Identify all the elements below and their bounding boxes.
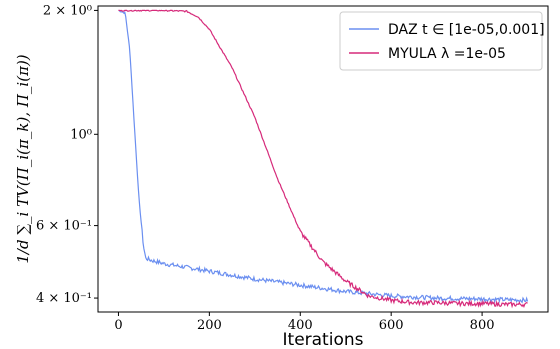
- x-tick-label: 200: [197, 318, 222, 333]
- series-layer: [118, 9, 529, 309]
- x-tick-label: 400: [288, 318, 313, 333]
- x-tick-label: 800: [470, 318, 495, 333]
- series-line-1: [118, 9, 528, 309]
- x-tick-label: 0: [114, 318, 122, 333]
- series-line-0: [118, 9, 529, 304]
- legend-box: [339, 11, 543, 71]
- y-tick-label: 10⁰: [70, 127, 92, 142]
- legend: DAZ t ∈ [1e-05,0.001] MYULA λ =1e-05: [339, 11, 545, 71]
- y-tick-label: 6 × 10⁻¹: [36, 219, 92, 234]
- y-tick-label: 2 × 10⁰: [43, 3, 92, 18]
- y-axis-label: 1/d ∑_i TV(Π_i(π_k), Π_i(π)): [14, 54, 32, 263]
- legend-label-0: DAZ t ∈ [1e-05,0.001]: [388, 22, 545, 38]
- plot-frame: [97, 5, 549, 313]
- x-axis-label: Iterations: [283, 330, 364, 349]
- legend-label-1: MYULA λ =1e-05: [388, 46, 506, 62]
- y-tick-label: 4 × 10⁻¹: [36, 291, 92, 306]
- x-tick-label: 600: [379, 318, 404, 333]
- ticks-layer: 0 200 400 600 800 4 × 10⁻¹ 6 × 10⁻¹ 10⁰ 2 × 10⁰: [36, 3, 495, 333]
